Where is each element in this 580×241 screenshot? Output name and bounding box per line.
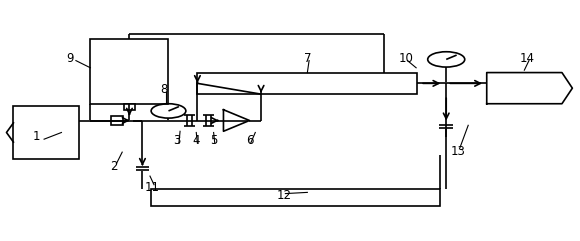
Text: 1: 1 bbox=[33, 130, 41, 143]
Text: 12: 12 bbox=[277, 189, 292, 202]
Text: 13: 13 bbox=[450, 145, 465, 158]
FancyBboxPatch shape bbox=[13, 106, 79, 159]
Text: 2: 2 bbox=[110, 160, 117, 173]
Text: 11: 11 bbox=[145, 181, 160, 194]
FancyBboxPatch shape bbox=[90, 39, 169, 104]
Text: 6: 6 bbox=[246, 134, 253, 147]
FancyBboxPatch shape bbox=[111, 116, 124, 125]
Text: 4: 4 bbox=[193, 134, 200, 147]
Text: 5: 5 bbox=[210, 134, 218, 147]
Text: 7: 7 bbox=[303, 52, 311, 65]
FancyBboxPatch shape bbox=[124, 104, 135, 110]
Text: 3: 3 bbox=[173, 134, 181, 147]
Text: 10: 10 bbox=[398, 52, 413, 65]
Text: 8: 8 bbox=[160, 83, 168, 96]
FancyBboxPatch shape bbox=[197, 73, 417, 94]
FancyBboxPatch shape bbox=[151, 189, 440, 206]
Text: 14: 14 bbox=[520, 52, 535, 65]
Text: 9: 9 bbox=[66, 52, 74, 65]
